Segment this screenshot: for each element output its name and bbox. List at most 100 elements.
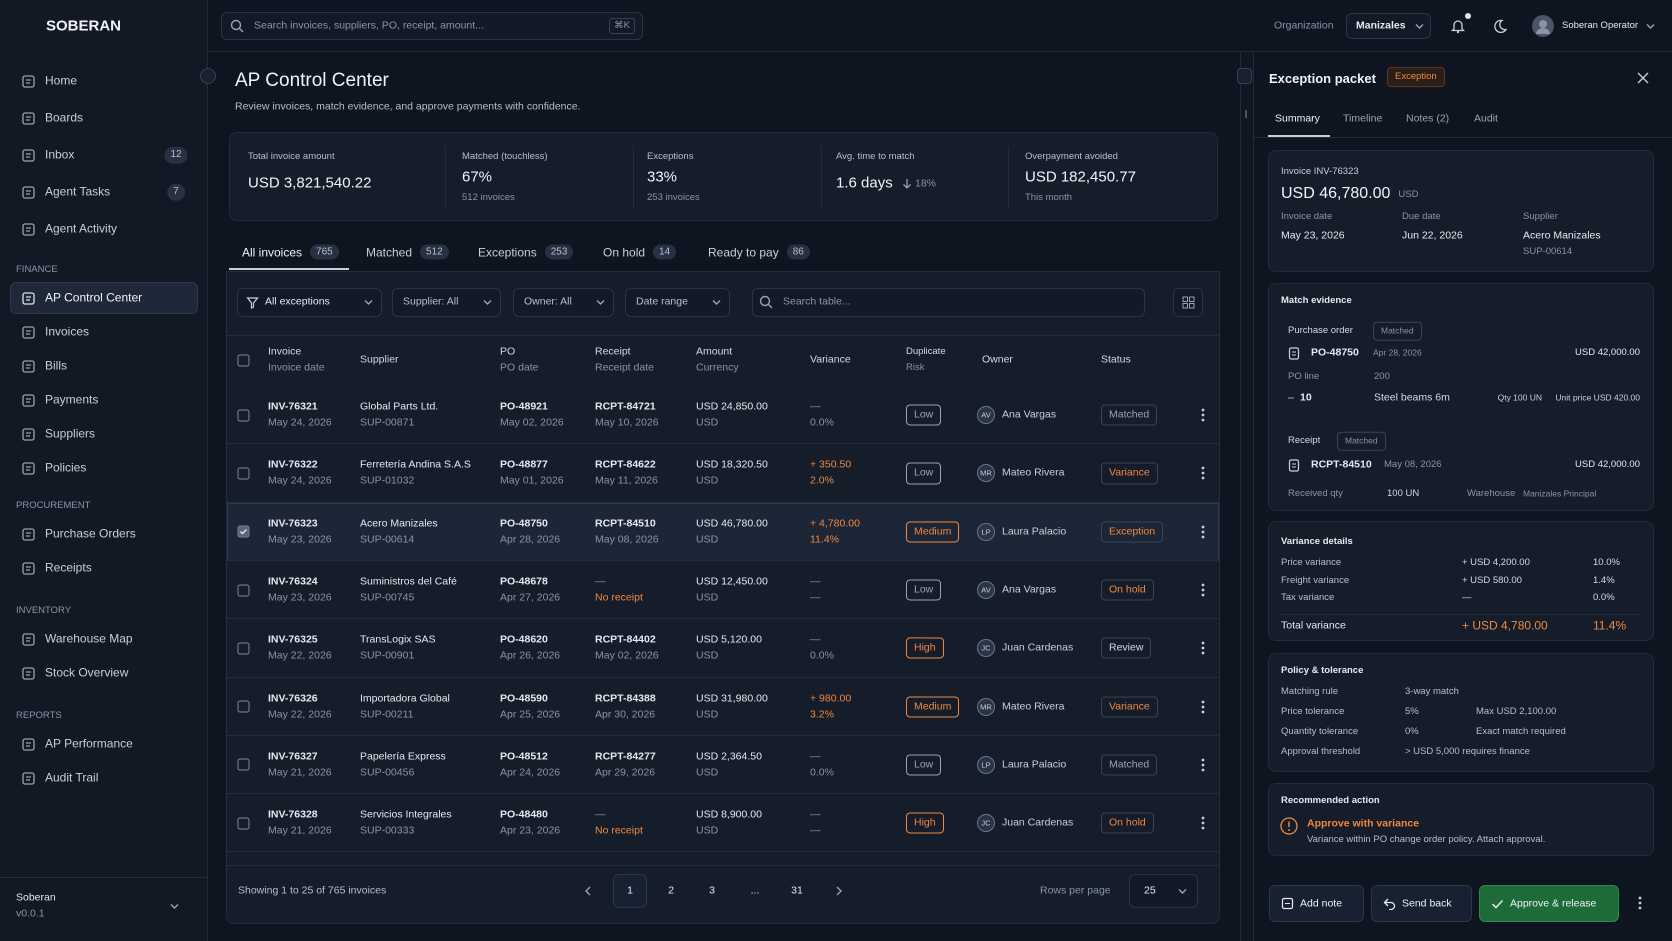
po: PO-48512 — [500, 750, 548, 763]
row-menu-part — [1201, 700, 1205, 704]
action-icon-part — [1281, 897, 1293, 910]
filter-chevron-part — [364, 299, 372, 305]
row-menu — [1201, 758, 1205, 772]
search-box[interactable] — [221, 12, 643, 40]
tab[interactable]: On hold 14 — [603, 244, 677, 260]
status-pill: Variance — [1101, 462, 1158, 484]
table-row[interactable] — [227, 736, 1219, 794]
filter[interactable] — [513, 288, 614, 317]
panel-tab[interactable]: Summary — [1275, 112, 1320, 125]
kpi-value: USD 182,450.77 — [1025, 168, 1136, 186]
nav-icon — [21, 359, 35, 373]
nav-label: Home — [45, 73, 78, 88]
kpi-value: 1.6 days — [836, 174, 893, 192]
tab[interactable]: Exceptions 253 — [478, 244, 574, 260]
invoice-date: May 22, 2026 — [268, 649, 332, 662]
doc-icon — [1288, 346, 1300, 360]
policy-value: 5% — [1405, 706, 1419, 718]
nav-item[interactable] — [10, 316, 198, 348]
user-chevron — [1646, 23, 1654, 29]
table-row[interactable] — [227, 561, 1219, 619]
owner-initials: LP — [981, 527, 991, 537]
nav-badge: 7 — [167, 183, 185, 201]
nav-item[interactable] — [10, 384, 198, 416]
org-select[interactable] — [1346, 13, 1431, 39]
nav-icon-part — [21, 461, 35, 475]
filter[interactable] — [625, 288, 730, 317]
policy-value: > USD 5,000 requires finance — [1405, 746, 1530, 758]
received-qty-label: Received qty — [1288, 488, 1343, 500]
nav-icon — [21, 561, 35, 575]
nav-label: Warehouse Map — [45, 631, 133, 646]
po-qty: Qty 100 UN — [1497, 392, 1542, 403]
table-search[interactable] — [752, 288, 1145, 317]
panel-collapse[interactable] — [1237, 68, 1252, 84]
table-row[interactable] — [227, 502, 1219, 561]
column-header: Receipt — [595, 345, 631, 358]
owner-initials: LP — [981, 760, 991, 770]
amount: USD 5,120.00 — [696, 633, 762, 646]
tab[interactable]: Ready to pay 86 — [708, 244, 810, 260]
tab[interactable]: All invoices 765 — [242, 244, 339, 260]
owner: Ana Vargas — [1002, 408, 1057, 421]
row-checkbox-part — [236, 700, 250, 713]
supplier-id: SUP-00871 — [360, 416, 415, 429]
owner-initials: AV — [981, 410, 991, 420]
action-button[interactable] — [1479, 885, 1619, 922]
panel-tab[interactable]: Notes (2) — [1406, 112, 1450, 125]
row-menu-part — [1201, 472, 1205, 475]
grid-icon — [1182, 296, 1194, 308]
row-menu — [1201, 525, 1205, 539]
table-row[interactable] — [227, 444, 1219, 502]
recommendation-icon — [1280, 817, 1298, 835]
nav-item[interactable] — [10, 282, 198, 314]
pagination-summary: Showing 1 to 25 of 765 invoices — [238, 884, 387, 897]
nav-item[interactable] — [10, 102, 198, 134]
action-button[interactable] — [1371, 885, 1472, 922]
nav-icon-part — [21, 771, 35, 785]
rows-select[interactable] — [1129, 874, 1198, 908]
nav-icon — [21, 185, 35, 199]
table-row[interactable] — [227, 386, 1219, 444]
row-divider — [227, 559, 1219, 561]
receipt-date: May 08, 2026 — [1384, 459, 1442, 471]
nav-item[interactable] — [10, 350, 198, 382]
receipt-date: Apr 29, 2026 — [595, 766, 656, 779]
nav-item[interactable] — [10, 65, 198, 97]
nav-label: Payments — [45, 392, 99, 407]
nav-item[interactable] — [10, 762, 198, 794]
variance-pct: — — [810, 824, 821, 837]
header-checkbox-part — [236, 353, 250, 367]
nav-icon-part — [21, 359, 35, 373]
nav-item[interactable] — [10, 552, 198, 584]
view-toggle[interactable] — [1173, 288, 1203, 317]
nav-item[interactable] — [10, 452, 198, 484]
column-subheader: Currency — [696, 361, 739, 374]
kpi-value: USD 3,821,540.22 — [248, 174, 372, 192]
filter[interactable] — [392, 288, 501, 317]
filter[interactable] — [237, 288, 382, 317]
amount: USD 18,320.50 — [696, 458, 768, 471]
row-checkbox-part — [236, 583, 250, 597]
po: PO-48480 — [500, 808, 548, 821]
panel-tab[interactable]: Timeline — [1343, 112, 1383, 125]
table-row[interactable] — [227, 678, 1219, 736]
kpi-divider — [633, 146, 634, 208]
delta-arrow-part — [903, 179, 911, 189]
variance: — — [810, 575, 821, 588]
card-title: Match evidence — [1281, 295, 1352, 307]
row-checkbox-part — [236, 525, 250, 538]
action-icon — [1491, 899, 1503, 909]
owner-avatar-part — [977, 697, 995, 716]
nav-icon — [21, 461, 35, 475]
variance-pct: 0.0% — [1593, 592, 1615, 604]
nav-icon — [21, 222, 35, 236]
nav-item[interactable] — [10, 418, 198, 450]
tab[interactable]: Matched 512 — [366, 244, 449, 260]
header-checkbox — [236, 353, 250, 367]
page-current[interactable] — [613, 874, 647, 908]
panel-tab[interactable]: Audit — [1474, 112, 1498, 125]
receipt-date: May 08, 2026 — [595, 533, 659, 546]
currency: USD — [696, 824, 719, 837]
sidebar-collapse[interactable] — [200, 68, 216, 84]
